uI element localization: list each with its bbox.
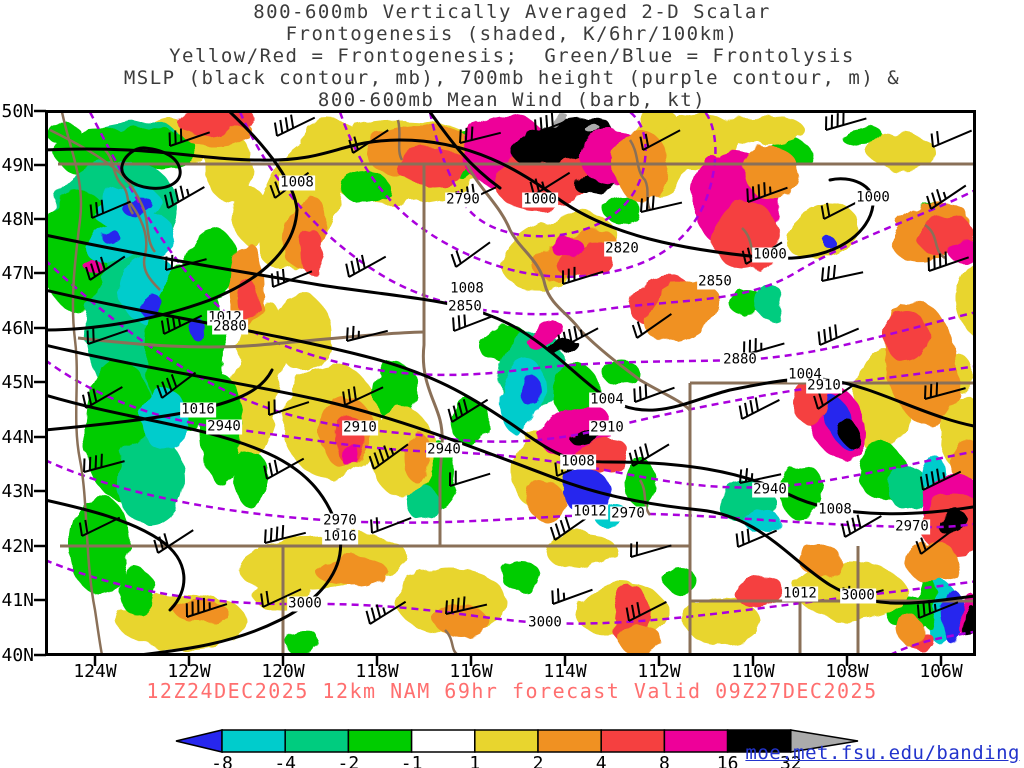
lat-axis-label: 45N	[1, 372, 34, 393]
contour-label: 3000	[527, 614, 563, 631]
lat-axis-label: 44N	[1, 427, 34, 448]
contour-label: 2910	[806, 377, 842, 394]
lat-axis-label: 41N	[1, 590, 34, 611]
contour-label: 1000	[752, 246, 788, 263]
contour-label: 2970	[322, 512, 358, 529]
lat-axis-label: 42N	[1, 536, 34, 557]
contour-label: 2970	[610, 505, 646, 522]
colorbar	[175, 729, 859, 753]
state-borders	[49, 111, 975, 655]
title-line-1: 800-600mb Vertically Averaged 2-D Scalar	[253, 1, 771, 23]
contour-label: 2940	[426, 441, 462, 458]
lon-axis-label: 106W	[919, 661, 963, 682]
contour-label: 2940	[752, 481, 788, 498]
contour-label: 2940	[206, 418, 242, 435]
colorbar-tick-label: -1	[400, 753, 423, 768]
contour-label: 1004	[589, 391, 625, 408]
lat-axis-label: 48N	[1, 209, 34, 230]
contour-label: 1008	[449, 280, 485, 297]
lon-axis-label: 116W	[449, 661, 493, 682]
title-line-4: MSLP (black contour, mb), 700mb height (…	[123, 67, 901, 89]
contour-label: 2910	[342, 419, 378, 436]
title-line-3: Yellow/Red = Frontogenesis; Green/Blue =…	[169, 45, 855, 67]
colorbar-tick-label: 16	[716, 753, 739, 768]
lat-axis-label: 47N	[1, 263, 34, 284]
forecast-caption: 12Z24DEC2025 12km NAM 69hr forecast Vali…	[146, 679, 878, 703]
colorbar-tick-label: -2	[337, 753, 360, 768]
colorbar-tick-label: 2	[532, 753, 544, 768]
contour-label: 2970	[894, 518, 930, 535]
colorbar-tick-label: 8	[658, 753, 670, 768]
lon-axis-label: 122W	[167, 661, 211, 682]
axis-ticks	[34, 109, 943, 666]
contour-label: 1012	[782, 585, 818, 602]
lat-axis-label: 50N	[1, 101, 34, 122]
lat-axis-label: 43N	[1, 481, 34, 502]
colorbar-tick-label: -8	[211, 753, 233, 768]
contour-label: 1012	[572, 503, 608, 520]
lon-axis-label: 120W	[261, 661, 305, 682]
contour-label: 2910	[589, 419, 625, 436]
lat-axis-label: 46N	[1, 318, 34, 339]
title-line-2: Frontogenesis (shaded, K/6hr/100km)	[285, 23, 739, 45]
contour-label: 1000	[522, 191, 558, 208]
colorbar-tick-label: 1	[469, 753, 481, 768]
contour-label: 1008	[817, 501, 853, 518]
contour-label: 2820	[604, 240, 640, 257]
contour-label: 2850	[447, 298, 483, 315]
colorbar-tick-label: 4	[595, 753, 607, 768]
height-contours	[46, 111, 975, 655]
contour-label: 1000	[855, 189, 891, 206]
contour-label: 2880	[722, 351, 758, 368]
contour-label: 2880	[212, 318, 248, 335]
wind-barbs	[78, 111, 973, 625]
contour-label: 1016	[180, 401, 216, 418]
lon-axis-label: 108W	[825, 661, 869, 682]
mslp-contours	[46, 111, 975, 655]
lon-axis-label: 110W	[731, 661, 775, 682]
lon-axis-label: 124W	[73, 661, 117, 682]
contour-label: 2850	[697, 273, 733, 290]
contour-label: 3000	[287, 595, 323, 612]
map-frame	[45, 110, 976, 656]
contour-label: 3000	[840, 587, 876, 604]
colorbar-tick-label: -4	[274, 753, 297, 768]
lat-axis-label: 40N	[1, 645, 34, 666]
lon-axis-label: 112W	[637, 661, 681, 682]
lat-axis-label: 49N	[1, 155, 34, 176]
lon-axis-label: 118W	[355, 661, 399, 682]
title-line-5: 800-600mb Mean Wind (barb, kt)	[317, 89, 707, 111]
lon-axis-label: 114W	[543, 661, 587, 682]
colorbar-tick-label: 32	[779, 753, 802, 768]
contour-label: 1008	[560, 453, 596, 470]
contour-label: 1016	[322, 528, 358, 545]
contour-label: 1008	[279, 174, 315, 191]
site-link[interactable]: moe.met.fsu.edu/banding	[745, 742, 1020, 764]
contour-label: 2790	[445, 191, 481, 208]
